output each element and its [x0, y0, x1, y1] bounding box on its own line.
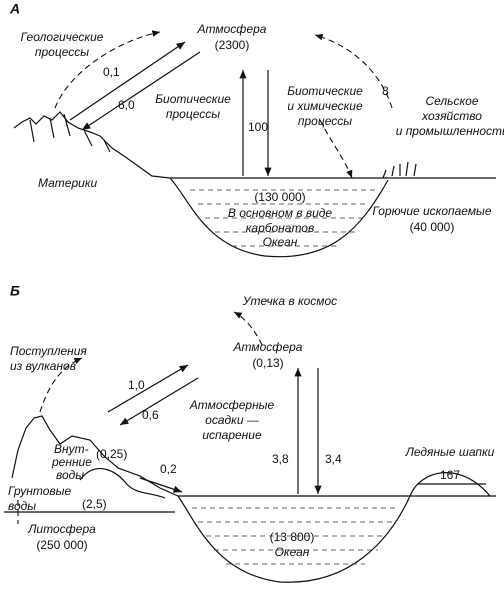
industry-label: Сельское — [425, 94, 478, 108]
geo-label: Геологические — [21, 30, 104, 44]
biochem-label: Биотические — [287, 84, 363, 98]
flux-label: 8 — [382, 84, 389, 98]
ocean-amount: (13 800) — [270, 530, 315, 544]
ocean-basin — [169, 177, 389, 258]
land-outline — [11, 415, 179, 497]
biochem-label: и химические — [287, 99, 363, 113]
ocean-note: карбонатов — [246, 221, 315, 235]
ice-amount: 167 — [440, 468, 460, 482]
ocean-name: Океан — [275, 545, 310, 559]
biochem-label: процессы — [298, 114, 352, 128]
fossil-amount: (40 000) — [410, 220, 455, 234]
runoff-arrow — [139, 477, 183, 493]
panel-label: Б — [10, 283, 20, 299]
inland-label: ренние — [51, 455, 92, 469]
biochem-arrow — [319, 119, 353, 179]
flux-label: 6,0 — [118, 98, 135, 112]
lithosphere-amount: (250 000) — [36, 538, 87, 552]
groundwater-amount: (2,5) — [82, 497, 107, 511]
volcano-label: Поступления — [10, 344, 87, 358]
flux-label: 0,2 — [160, 462, 177, 476]
ice-cap — [409, 472, 491, 497]
volcano-arrow — [39, 357, 83, 413]
atmosphere-amount: (0,13) — [252, 356, 283, 370]
lithosphere-name: Литосфера — [27, 522, 96, 536]
biotic-label: процессы — [166, 107, 220, 121]
industry-arrow — [314, 33, 393, 109]
industry-label: хозяйство — [421, 109, 482, 123]
panel-label: А — [9, 1, 20, 17]
flux-label: 3,8 — [272, 452, 289, 466]
flux-label: 3,4 — [325, 452, 342, 466]
inland-amount: (0,25) — [96, 447, 127, 461]
geo-arrow — [54, 30, 161, 109]
groundwater-label: воды — [8, 499, 36, 513]
flux-label: 100 — [248, 120, 268, 134]
continents-label: Материки — [38, 176, 97, 190]
precip-label: осадки — — [205, 413, 260, 427]
atmosphere-name: Атмосфера — [233, 340, 303, 354]
flux-label: 0,1 — [103, 65, 120, 79]
flux-up-arrow — [69, 41, 186, 121]
precip-label: испарение — [202, 428, 262, 442]
geo-label: процессы — [35, 45, 89, 59]
biotic-label: Биотические — [155, 92, 231, 106]
ocean-note: В основном в виде — [228, 206, 333, 220]
continent-outline — [13, 111, 171, 179]
atmosphere-name: Атмосфера — [197, 22, 267, 36]
flux-down-arrow — [119, 377, 199, 426]
flux-up-arrow — [107, 364, 189, 413]
flux-down-arrow — [81, 51, 201, 131]
ocean-water-lines — [190, 189, 375, 247]
panel-a-drawing — [13, 30, 496, 258]
inland-label: Внут- — [54, 442, 89, 456]
ocean-amount: (130 000) — [254, 190, 305, 204]
hill-hatch — [29, 113, 111, 153]
precip-label: Атмосферные — [189, 398, 275, 412]
flux-label: 1,0 — [128, 378, 145, 392]
ocean-water-lines — [192, 507, 398, 565]
fossil-name: Горючие ископаемые — [372, 204, 491, 218]
flux-label: 0,6 — [142, 408, 159, 422]
panel-b-drawing — [4, 311, 496, 583]
ocean-name: Океан — [263, 235, 298, 249]
groundwater-flow — [79, 468, 166, 499]
ice-name: Ледяные шапки — [405, 445, 495, 459]
inland-label: воды — [56, 468, 84, 482]
space-arrow — [233, 311, 263, 346]
groundwater-label: Грунтовые — [8, 484, 72, 498]
industry-label: и промышленность — [396, 124, 504, 138]
volcano-label: из вулканов — [10, 359, 76, 373]
ocean-basin — [177, 495, 411, 583]
atmosphere-amount: (2300) — [215, 38, 250, 52]
factories — [382, 161, 417, 179]
space-label: Утечка в космос — [242, 294, 337, 308]
